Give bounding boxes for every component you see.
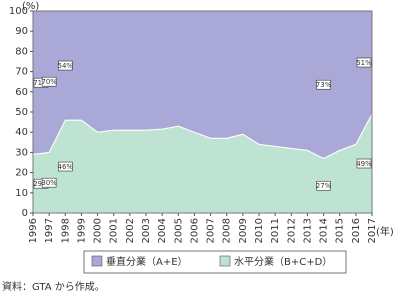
source-note: 資料：GTA から作成。 (2, 280, 105, 293)
legend-label: 水平分業（B+C+D） (234, 255, 332, 268)
value-label: 54% (58, 62, 74, 70)
value-label-box (316, 180, 331, 191)
y-tick-label: 20 (15, 168, 28, 179)
x-tick-label: 2001 (109, 218, 120, 243)
value-label: 30% (41, 179, 57, 187)
y-tick-label: 40 (15, 127, 28, 138)
value-label: 71% (33, 79, 49, 87)
x-tick-label: 2011 (270, 218, 281, 243)
legend-swatch (91, 255, 103, 267)
value-label: 29% (33, 180, 49, 188)
legend-swatch (219, 255, 231, 267)
value-label: 73% (316, 81, 332, 89)
y-axis-label: (%) (22, 1, 39, 12)
x-tick-label: 2009 (238, 218, 249, 243)
legend-label: 垂直分業（A+E） (106, 255, 188, 268)
x-tick-label: 2002 (125, 218, 136, 243)
y-tick-label: 60 (15, 87, 28, 98)
x-tick-label: 2017 (367, 218, 378, 243)
legend-box (83, 250, 347, 274)
value-label: 49% (356, 160, 372, 168)
value-label: 27% (316, 182, 332, 190)
x-tick-label: 2000 (93, 218, 104, 243)
y-tick-label: 80 (15, 46, 28, 57)
x-tick-label: 2008 (222, 218, 233, 243)
x-tick-label: 2015 (335, 218, 346, 243)
value-label-box (316, 79, 331, 90)
x-axis-label: (年) (376, 225, 394, 238)
value-label-box (57, 60, 73, 71)
x-tick-label: 1998 (60, 218, 71, 243)
x-tick-label: 1996 (28, 218, 39, 243)
x-tick-label: 2014 (319, 218, 330, 243)
x-tick-label: 1997 (44, 218, 55, 243)
y-tick-label: 100 (9, 6, 28, 17)
x-tick-label: 2006 (189, 218, 200, 243)
y-tick-label: 50 (15, 107, 28, 118)
value-label-box (41, 177, 57, 188)
value-label-box (41, 76, 57, 87)
value-label: 70% (41, 78, 57, 86)
value-label-box (57, 161, 73, 172)
y-tick-label: 30 (15, 147, 28, 158)
x-tick-label: 2013 (302, 218, 313, 243)
value-label: 51% (356, 59, 372, 67)
x-tick-label: 2003 (141, 218, 152, 243)
x-tick-label: 2016 (351, 218, 362, 243)
x-tick-label: 2010 (254, 218, 265, 243)
y-tick-label: 90 (15, 26, 28, 37)
x-tick-label: 1999 (76, 218, 87, 243)
x-tick-label: 2007 (206, 218, 217, 243)
value-label: 46% (58, 163, 74, 171)
x-tick-label: 2005 (173, 218, 184, 243)
value-label-box (356, 57, 372, 68)
x-tick-label: 2012 (286, 218, 297, 243)
y-tick-label: 70 (15, 67, 28, 78)
y-tick-label: 10 (15, 188, 28, 199)
value-label-box (356, 158, 372, 169)
x-tick-label: 2004 (157, 218, 168, 243)
y-tick-label: 0 (22, 208, 28, 219)
